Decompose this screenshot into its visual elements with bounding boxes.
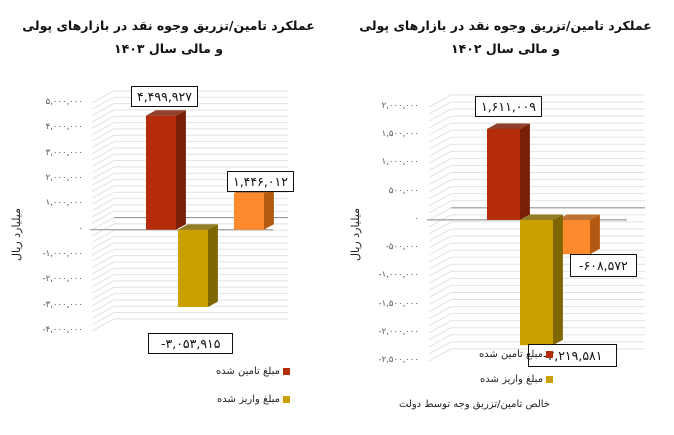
value-label-funded: ۱,۶۱۱,۰۰۹ [475,96,542,117]
legend-label: مبلغ تامین شده [215,366,280,377]
bar-net [234,187,274,230]
y-tick-label: ۱,۰۰۰,۰۰۰ [381,157,419,168]
legend-label: مبلغ واریز شده [480,374,543,385]
legend-item-funded: مبلغ تامین شده [150,366,290,377]
value-label-deposited: -۲,۲۱۹,۵۸۱ [528,344,618,367]
y-tick-label: ۱,۵۰۰,۰۰۰ [381,129,419,140]
plot-container [88,85,288,340]
y-tick-label: -۳,۰۰۰,۰۰۰ [42,299,83,310]
bar-funded [146,110,186,230]
y-tick-label: ۴,۰۰۰,۰۰۰ [45,122,83,133]
chart-title: عملکرد تامین/تزریق وجوه نقد در بازارهای … [337,14,674,60]
chart-title-line1: عملکرد تامین/تزریق وجوه نقد در بازارهای … [359,18,652,33]
y-tick-label: -۱,۰۰۰,۰۰۰ [42,249,83,259]
legend-swatch-funded [546,351,553,358]
value-label-funded: ۴,۴۹۹,۹۲۷ [131,86,198,107]
y-tick-label: ۰ [78,223,83,234]
y-tick-label: ۲,۰۰۰,۰۰۰ [381,101,419,111]
legend-list: مبلغ تامین شده مبلغ واریز شده خالص تامین… [399,349,553,427]
y-tick-label: ۲,۰۰۰,۰۰۰ [45,173,83,183]
plot-svg [90,90,288,332]
y-tick-label: -۲,۰۰۰,۰۰۰ [378,326,419,337]
chart-title-line2: و مالی سال ۱۴۰۲ [451,41,560,56]
bar-net [557,214,600,255]
chart-title-line1: عملکرد تامین/تزریق وجوه نقد در بازارهای … [22,18,315,33]
y-tick-label: ۱,۰۰۰,۰۰۰ [45,198,83,209]
legend-label: مبلغ واریز شده [217,394,280,405]
legend-swatch-deposited [283,396,290,403]
y-tick-label: -۴,۰۰۰,۰۰۰ [42,325,83,335]
bar-deposited [178,224,218,308]
legend-swatch-deposited [546,376,553,383]
legend-label: مبلغ تامین شده [478,349,543,360]
legend-item-deposited: مبلغ واریز شده [453,374,553,385]
y-tick-label: -۵۰۰,۰۰۰ [385,242,419,253]
plot-container [425,85,645,370]
y-tick-label: ۵,۰۰۰,۰۰۰ [45,97,83,107]
value-label-net: ۱,۴۴۶,۰۱۲ [227,171,294,192]
legend-swatch-funded [283,368,290,375]
bar-funded [487,123,530,220]
legend-item-net: خالص تامین/تزریق وجه توسط دولت [399,399,553,410]
value-label-net: -۶۰۸,۵۷۲ [570,254,637,277]
bar-deposited [520,214,563,346]
y-axis-label: میلیارد ریال [348,208,362,261]
y-tick-label: -۲,۰۰۰,۰۰۰ [42,274,83,285]
y-axis-label: میلیارد ریال [9,208,23,261]
legend-label: خالص تامین/تزریق وجه توسط دولت [398,399,550,410]
chart-panel-1403: عملکرد تامین/تزریق وجوه نقد در بازارهای … [0,14,337,422]
y-tick-label: ۵۰۰,۰۰۰ [388,185,419,196]
chart-title-line2: و مالی سال ۱۴۰۳ [114,41,223,56]
plot-svg [427,94,645,362]
chart-panel-1402: عملکرد تامین/تزریق وجوه نقد در بازارهای … [337,0,674,435]
gridlines [428,94,645,362]
y-tick-label: ۳,۰۰۰,۰۰۰ [45,147,83,158]
legend-item-funded: مبلغ تامین شده [453,349,553,360]
y-tick-label: -۱,۵۰۰,۰۰۰ [378,298,419,309]
y-tick-label: -۲,۵۰۰,۰۰۰ [378,355,419,365]
value-label-deposited: -۳,۰۵۳,۹۱۵ [148,333,234,354]
y-tick-label: -۱,۰۰۰,۰۰۰ [378,270,419,281]
legend: مبلغ تامین شده مبلغ واریز شده [150,366,290,422]
legend-item-deposited: مبلغ واریز شده [150,394,290,405]
chart-title: عملکرد تامین/تزریق وجوه نقد در بازارهای … [0,14,337,60]
y-tick-label: ۰ [414,213,419,224]
